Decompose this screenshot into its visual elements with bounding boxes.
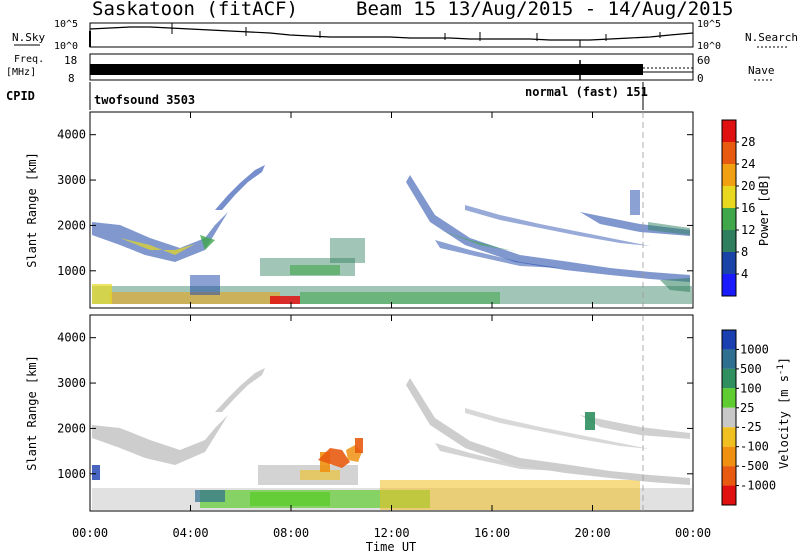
cpid-mode-1: twofsound 3503 xyxy=(94,93,195,107)
velocity-panel: 1000 2000 3000 4000 Slant Range [km] 1000 50… xyxy=(25,314,791,554)
velocity-colorbar-tick-label: -25 xyxy=(740,420,762,434)
time-axis-labels: 00:00 04:00 08:00 12:00 16:00 20:00 00:00 xyxy=(72,526,711,540)
beam-date-title: Beam 15 13/Aug/2015 - 14/Aug/2015 xyxy=(356,0,734,20)
freq-panel: Freq. [MHz] 18 8 60 0 Nave xyxy=(6,53,775,85)
nsearch-tick-bottom: 10^0 xyxy=(697,41,721,52)
nsky-trace xyxy=(89,26,694,41)
power-colorbar-label: Power [dB] xyxy=(757,174,771,246)
power-colorbar-tick-label: 24 xyxy=(741,157,755,171)
velocity-colorbar: 1000 500 100 25 -25 -100 -500 -1000 xyxy=(721,329,776,506)
time-tick-label: 12:00 xyxy=(373,526,409,540)
velocity-colorbar-segment xyxy=(722,427,736,447)
velocity-colorbar-tick-label: -500 xyxy=(740,459,769,473)
freq-trace-block xyxy=(90,64,643,75)
nsky-tick-bottom: 10^0 xyxy=(54,41,78,52)
cpid-panel: CPID twofsound 3503 normal (fast) 151 xyxy=(6,82,648,110)
power-colorbar-segment xyxy=(722,208,736,230)
power-panel: 1000 2000 3000 4000 Slant Range [km] 4 8 12 16… xyxy=(25,111,771,309)
velocity-colorbar-label-sup: -1 xyxy=(776,364,786,375)
power-colorbar-segment xyxy=(722,164,736,186)
velocity-colorbar-segment xyxy=(722,446,736,467)
power-ytick-label: 1000 xyxy=(57,264,86,278)
power-colorbar-tick-label: 16 xyxy=(741,201,755,215)
nsearch-label: N.Search xyxy=(745,31,798,44)
freq-tick-top: 18 xyxy=(64,54,77,67)
power-colorbar-segment xyxy=(722,186,736,208)
nave-tick-top: 60 xyxy=(697,54,710,67)
nsky-panel: N.Sky 10^5 10^0 10^5 10^0 N.Search xyxy=(12,19,798,52)
velocity-colorbar-tick-label: -1000 xyxy=(740,479,776,493)
power-colorbar-segment xyxy=(722,142,736,164)
power-colorbar: 4 8 12 16 20 24 28 xyxy=(721,119,755,297)
velocity-yaxis: 1000 2000 3000 4000 xyxy=(57,331,693,481)
power-yaxis: 1000 2000 3000 4000 xyxy=(57,128,693,278)
power-colorbar-segment xyxy=(722,252,736,274)
velocity-xticks xyxy=(89,315,694,511)
velocity-ytick-label: 3000 xyxy=(57,376,86,390)
time-tick-label: 20:00 xyxy=(574,526,610,540)
nsearch-tick-top: 10^5 xyxy=(697,19,721,30)
velocity-colorbar-segment xyxy=(722,466,736,486)
power-ytick-label: 3000 xyxy=(57,173,86,187)
velocity-colorbar-tick-label: 500 xyxy=(740,362,762,376)
time-tick-label: 00:00 xyxy=(72,526,108,540)
power-colorbar-tick-label: 4 xyxy=(741,267,748,281)
power-colorbar-tick-label: 20 xyxy=(741,179,755,193)
velocity-colorbar-segment xyxy=(722,349,736,369)
nave-label: Nave xyxy=(748,64,775,77)
time-tick-label: 00:00 xyxy=(675,526,711,540)
velocity-colorbar-segment xyxy=(722,485,736,505)
power-colorbar-segment xyxy=(722,274,736,296)
velocity-colorbar-label-end: ] xyxy=(777,357,791,364)
page-title: Saskatoon (fitACF) Beam 15 13/Aug/2015 -… xyxy=(0,0,800,28)
station-title: Saskatoon (fitACF) xyxy=(92,0,298,20)
freq-tick-bottom: 8 xyxy=(68,72,75,85)
velocity-ytick-label: 4000 xyxy=(57,331,86,345)
power-xticks xyxy=(89,112,694,308)
cpid-mode-2: normal (fast) 151 xyxy=(525,85,648,99)
power-colorbar-segment xyxy=(722,230,736,252)
time-tick-label: 16:00 xyxy=(474,526,510,540)
velocity-colorbar-tick-label: 25 xyxy=(740,401,754,415)
cpid-label: CPID xyxy=(6,89,35,103)
velocity-colorbar-tick-label: -100 xyxy=(740,440,769,454)
freq-label-2: [MHz] xyxy=(6,67,36,78)
velocity-colorbar-frame xyxy=(721,329,737,506)
velocity-colorbar-segment xyxy=(722,368,736,389)
power-ytick-label: 2000 xyxy=(57,218,86,232)
time-tick-label: 04:00 xyxy=(172,526,208,540)
power-colorbar-tick-label: 8 xyxy=(741,245,748,259)
velocity-colorbar-tick-label: 100 xyxy=(740,381,762,395)
power-data-layer xyxy=(92,165,692,304)
velocity-colorbar-label-main: Velocity [m s xyxy=(777,375,791,469)
velocity-ytick-label: 2000 xyxy=(57,421,86,435)
time-tick-label: 08:00 xyxy=(273,526,309,540)
freq-label-1: Freq. xyxy=(14,54,44,65)
power-colorbar-segment xyxy=(722,120,736,142)
nsky-spikes xyxy=(171,23,661,47)
velocity-ylabel: Slant Range [km] xyxy=(25,355,39,471)
velocity-colorbar-label: Velocity [m s-1] xyxy=(776,357,791,469)
velocity-colorbar-tick-label: 1000 xyxy=(740,342,769,356)
power-ylabel: Slant Range [km] xyxy=(25,152,39,268)
velocity-colorbar-segment xyxy=(722,388,736,408)
velocity-colorbar-segment xyxy=(722,407,736,428)
power-colorbar-tick-label: 12 xyxy=(741,223,755,237)
xlabel: Time UT xyxy=(366,540,417,554)
nsky-tick-top: 10^5 xyxy=(54,19,78,30)
power-ytick-label: 4000 xyxy=(57,128,86,142)
velocity-ytick-label: 1000 xyxy=(57,467,86,481)
velocity-data-layer xyxy=(92,368,692,510)
velocity-colorbar-segment xyxy=(722,330,736,350)
nsky-label: N.Sky xyxy=(12,31,45,44)
power-colorbar-tick-label: 28 xyxy=(741,135,755,149)
nave-tick-bottom: 0 xyxy=(697,72,704,85)
